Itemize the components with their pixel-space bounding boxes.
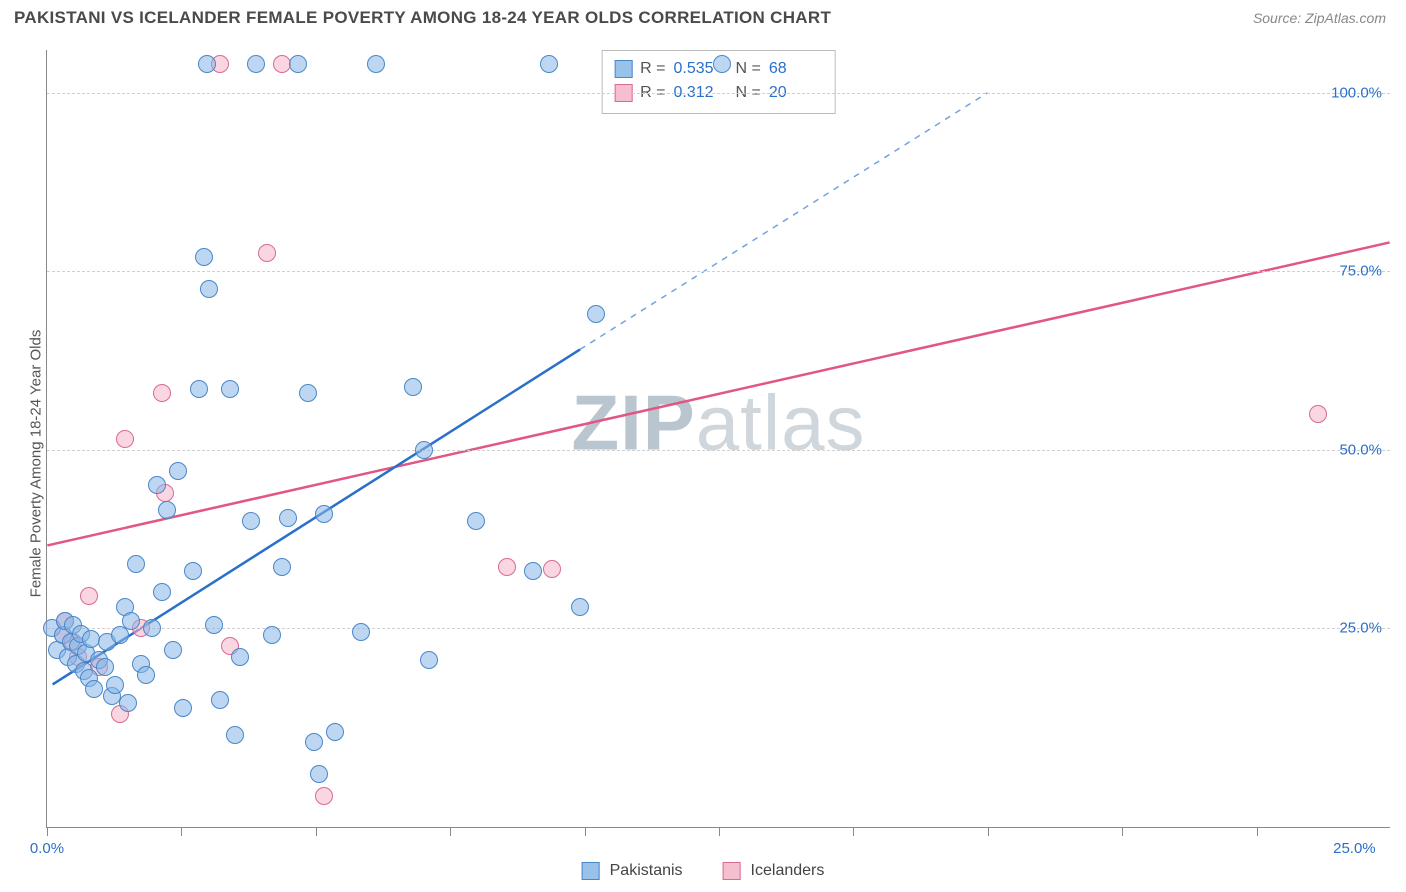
data-point-icelanders <box>153 384 171 402</box>
y-tick-label: 75.0% <box>1339 263 1382 280</box>
data-point-pakistanis <box>119 694 137 712</box>
x-tick <box>47 827 48 836</box>
data-point-pakistanis <box>524 562 542 580</box>
data-point-pakistanis <box>198 55 216 73</box>
y-tick-label: 25.0% <box>1339 620 1382 637</box>
r-label: R = <box>640 57 665 81</box>
data-point-pakistanis <box>310 765 328 783</box>
data-point-icelanders <box>80 587 98 605</box>
legend-item-pakistanis: Pakistanis <box>582 862 683 880</box>
data-point-pakistanis <box>211 691 229 709</box>
legend-label: Pakistanis <box>610 862 683 880</box>
data-point-pakistanis <box>571 598 589 616</box>
watermark: ZIPatlas <box>571 377 865 468</box>
gridline <box>47 628 1390 629</box>
data-point-pakistanis <box>467 512 485 530</box>
data-point-pakistanis <box>713 55 731 73</box>
x-tick <box>316 827 317 836</box>
source-attribution: Source: ZipAtlas.com <box>1253 10 1386 26</box>
chart-title: PAKISTANI VS ICELANDER FEMALE POVERTY AM… <box>14 8 831 28</box>
data-point-pakistanis <box>205 616 223 634</box>
data-point-pakistanis <box>352 623 370 641</box>
x-tick-label: 0.0% <box>30 840 64 857</box>
legend: Pakistanis Icelanders <box>582 862 825 880</box>
gridline <box>47 271 1390 272</box>
swatch-blue-icon <box>614 60 632 78</box>
y-tick-label: 50.0% <box>1339 441 1382 458</box>
data-point-pakistanis <box>273 558 291 576</box>
y-axis-label: Female Poverty Among 18-24 Year Olds <box>28 303 45 623</box>
data-point-icelanders <box>116 430 134 448</box>
data-point-pakistanis <box>190 380 208 398</box>
swatch-blue-icon <box>582 862 600 880</box>
data-point-icelanders <box>1309 405 1327 423</box>
data-point-icelanders <box>498 558 516 576</box>
data-point-pakistanis <box>279 509 297 527</box>
data-point-pakistanis <box>242 512 260 530</box>
data-point-icelanders <box>315 787 333 805</box>
data-point-pakistanis <box>85 680 103 698</box>
data-point-pakistanis <box>299 384 317 402</box>
data-point-pakistanis <box>200 280 218 298</box>
data-point-pakistanis <box>169 462 187 480</box>
swatch-pink-icon <box>723 862 741 880</box>
data-point-pakistanis <box>164 641 182 659</box>
legend-label: Icelanders <box>751 862 825 880</box>
data-point-pakistanis <box>226 726 244 744</box>
y-tick-label: 100.0% <box>1331 84 1382 101</box>
x-tick <box>853 827 854 836</box>
data-point-pakistanis <box>221 380 239 398</box>
data-point-icelanders <box>258 244 276 262</box>
data-point-pakistanis <box>184 562 202 580</box>
x-tick-label: 25.0% <box>1333 840 1376 857</box>
data-point-pakistanis <box>106 676 124 694</box>
data-point-pakistanis <box>127 555 145 573</box>
data-point-pakistanis <box>96 658 114 676</box>
data-point-pakistanis <box>247 55 265 73</box>
data-point-pakistanis <box>195 248 213 266</box>
legend-item-icelanders: Icelanders <box>723 862 825 880</box>
data-point-pakistanis <box>148 476 166 494</box>
trend-lines-svg <box>47 50 1390 827</box>
x-tick <box>181 827 182 836</box>
data-point-pakistanis <box>153 583 171 601</box>
data-point-pakistanis <box>289 55 307 73</box>
data-point-pakistanis <box>143 619 161 637</box>
data-point-pakistanis <box>367 55 385 73</box>
data-point-pakistanis <box>174 699 192 717</box>
data-point-pakistanis <box>315 505 333 523</box>
n-value-pakistanis: 68 <box>769 57 823 81</box>
data-point-pakistanis <box>326 723 344 741</box>
x-tick <box>450 827 451 836</box>
n-label: N = <box>736 57 761 81</box>
data-point-pakistanis <box>137 666 155 684</box>
data-point-pakistanis <box>587 305 605 323</box>
data-point-pakistanis <box>305 733 323 751</box>
data-point-pakistanis <box>420 651 438 669</box>
data-point-icelanders <box>543 560 561 578</box>
data-point-pakistanis <box>263 626 281 644</box>
x-tick <box>988 827 989 836</box>
scatter-plot-area: ZIPatlas R = 0.535 N = 68 R = 0.312 N = … <box>46 50 1390 828</box>
x-tick <box>1257 827 1258 836</box>
x-tick <box>719 827 720 836</box>
gridline <box>47 450 1390 451</box>
data-point-pakistanis <box>540 55 558 73</box>
gridline <box>47 93 1390 94</box>
x-tick <box>585 827 586 836</box>
data-point-pakistanis <box>122 612 140 630</box>
data-point-pakistanis <box>158 501 176 519</box>
data-point-pakistanis <box>231 648 249 666</box>
data-point-pakistanis <box>404 378 422 396</box>
data-point-pakistanis <box>415 441 433 459</box>
x-tick <box>1122 827 1123 836</box>
